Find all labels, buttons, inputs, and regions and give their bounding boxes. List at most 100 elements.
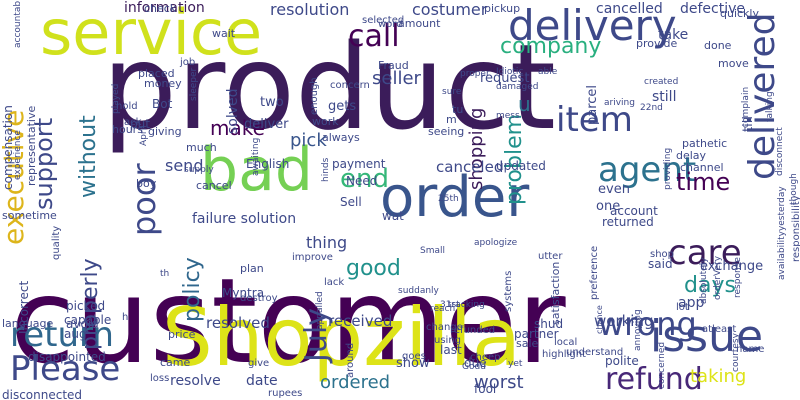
cloud-word: disconnected [2,388,83,400]
cloud-word: shop [650,249,675,260]
cloud-word: word [378,19,403,30]
cloud-word: pick [290,130,327,151]
cloud-word: return [10,315,114,355]
cloud-word: cheep [470,352,501,363]
cloud-word: request [480,71,530,86]
cloud-word: 31st [440,300,460,310]
cloud-word: partner [514,327,559,341]
cloud-word: awaiting [251,137,261,176]
cloud-word: suddanly [398,286,439,296]
cloud-word: days [684,273,736,298]
cloud-word: April [139,125,149,146]
cloud-word: selected [362,15,405,26]
cloud-word: mess [496,111,520,121]
cloud-word: around [345,342,356,378]
cloud-word: app [678,295,705,311]
cloud-word: take [658,27,689,43]
cloud-word: giving [148,125,182,138]
cloud-word: cancelled [596,1,663,17]
cloud-word: Shopzilla [162,291,521,384]
cloud-word: hinds [321,157,331,182]
cloud-word: th [160,269,170,279]
cloud-word: Idiotic [496,67,524,77]
cloud-word: returned [602,215,654,229]
cloud-word: time [676,168,731,196]
cloud-word: Bot [152,97,173,111]
cloud-word: show [396,356,430,371]
cloud-word: always [322,131,360,144]
cloud-word: even [598,182,630,197]
cloud-word: put [130,117,150,131]
cloud-word: Sell [340,195,362,209]
cloud-word: canceled [436,158,504,176]
cloud-word: damaged [496,82,539,92]
cloud-word: destroy [240,293,278,304]
cloud-word: avoid [66,317,99,331]
cloud-word: shud [534,317,564,331]
cloud-word: atleast [702,324,737,335]
cloud-word: information [124,0,205,16]
cloud-word: company [500,34,602,59]
cloud-word: Need [346,174,378,188]
cloud-word: refund [605,362,703,397]
cloud-word: disconnect [775,127,785,176]
cloud-word: representative [25,105,38,186]
cloud-word: taking [690,366,747,387]
cloud-word: came [160,356,191,369]
cloud-word: ariving [604,98,635,108]
cloud-word: loss [150,373,170,384]
cloud-word: check [144,2,177,15]
cloud-word: able [538,67,558,77]
cloud-word: pickup [484,2,521,15]
cloud-word: lack [324,277,345,288]
cloud-word: satisfaction [549,261,562,325]
cloud-word: wait [212,27,236,40]
cloud-word: language [2,317,54,330]
cloud-word: change [426,322,463,333]
cloud-word: received [328,312,393,330]
cloud-word: delivery [508,1,677,50]
cloud-word: name [736,344,765,355]
cloud-word: product [102,18,556,156]
cloud-word: care [668,233,742,273]
cloud-word: played [111,83,121,114]
cloud-word: aug [64,327,87,341]
cloud-word: sometime [2,209,57,222]
cloud-word: accountability [13,0,23,48]
cloud-word: service [40,0,263,69]
cloud-word: refunded [450,325,496,336]
cloud-word: order [380,165,530,230]
cloud-word: job [180,57,196,68]
cloud-word: placed [138,67,175,80]
cloud-word: enough [309,77,320,115]
cloud-word: defective [680,1,746,17]
cloud-word: much [186,141,217,154]
cloud-word: 25th [438,194,459,204]
cloud-word: complain [741,86,751,128]
cloud-word: capable [64,313,112,327]
cloud-word: responsibility [791,195,800,262]
cloud-word: parcel [585,84,600,125]
cloud-word: m [446,113,457,126]
cloud-word: due [464,356,487,370]
cloud-word: date [246,373,278,389]
cloud-word: understand [566,347,624,358]
cloud-word: two [260,95,284,110]
cloud-word: policy [180,257,205,322]
cloud-word: work [312,115,339,128]
cloud-word: h [122,312,129,323]
cloud-word: availabilityyesterday [777,186,787,280]
cloud-word: local [554,337,578,348]
cloud-word: resolution [270,0,350,19]
cloud-word: u [518,92,531,116]
cloud-word: resolve [170,373,221,389]
cloud-word: gets [328,99,357,114]
cloud-word: concerned [657,341,667,389]
cloud-word: solved [225,88,241,134]
cloud-word: last [440,343,462,357]
cloud-word: customer [10,252,566,390]
cloud-word: disappointed [28,350,106,364]
cloud-word: fool [474,382,497,396]
cloud-word: cancel [196,179,232,192]
